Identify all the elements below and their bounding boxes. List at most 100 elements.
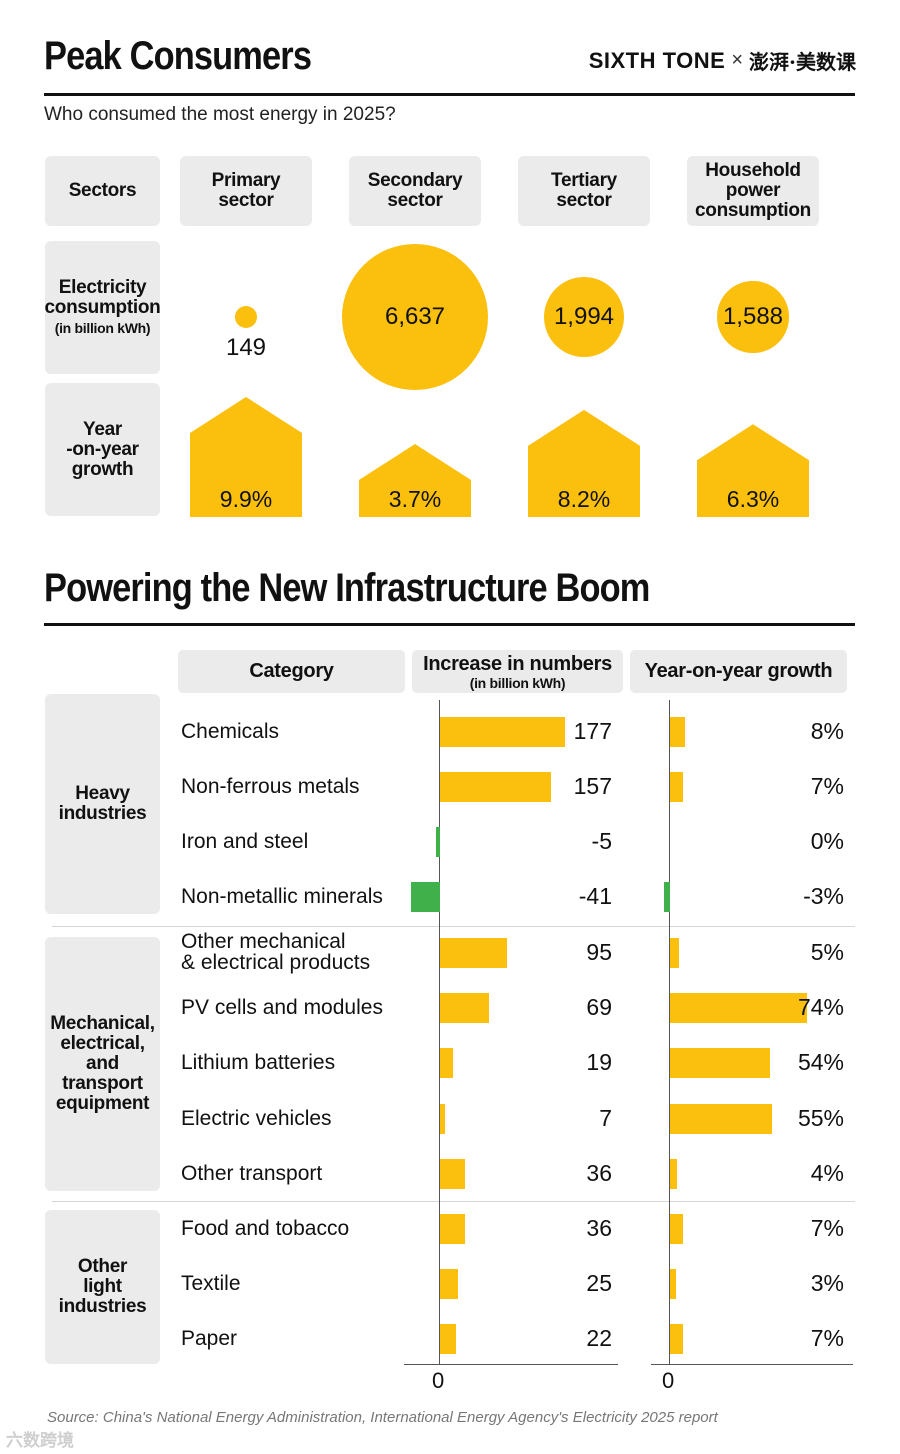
column-header-growth: Year-on-year growth xyxy=(630,650,847,693)
category-label-line: Iron and steel xyxy=(181,830,309,853)
sector-header: Primary sector xyxy=(180,156,312,226)
growth-value: 5% xyxy=(810,939,844,965)
consumption-label: 1,994 xyxy=(553,302,615,330)
increase-value: 19 xyxy=(586,1049,612,1075)
category-label: Non-metallic minerals xyxy=(181,886,383,907)
growth-house: 8.2% xyxy=(528,409,640,517)
increase-value: 36 xyxy=(586,1215,612,1241)
growth-house: 9.9% xyxy=(190,397,302,517)
increase-bar xyxy=(440,1324,456,1354)
subtitle: Who consumed the most energy in 2025? xyxy=(44,104,396,125)
column-header-increase: Increase in numbers (in billion kWh) xyxy=(412,650,623,693)
category-label: PV cells and modules xyxy=(181,997,383,1018)
increase-axis-zero-label: 0 xyxy=(432,1368,445,1393)
increase-value: 69 xyxy=(586,994,612,1020)
category-label: Lithium batteries xyxy=(181,1052,335,1073)
category-label: Food and tobacco xyxy=(181,1218,349,1239)
category-label: Iron and steel xyxy=(181,831,308,852)
sector-header-line: sector xyxy=(218,190,274,211)
brand-separator: × xyxy=(731,49,744,71)
sector-header-line: power xyxy=(725,180,781,201)
sector-header-line: sector xyxy=(387,190,443,211)
category-label: Electric vehicles xyxy=(181,1108,332,1129)
group-header-line: Other xyxy=(77,1256,128,1277)
source-note: Source: China's National Energy Administ… xyxy=(47,1409,718,1426)
increase-bar xyxy=(440,717,565,747)
increase-zero-axis xyxy=(439,700,440,1365)
increase-value: 157 xyxy=(573,773,612,799)
growth-value: 0% xyxy=(810,828,844,854)
increase-value: 22 xyxy=(586,1325,612,1351)
category-label-line: PV cells and modules xyxy=(181,996,383,1019)
category-label: Paper xyxy=(181,1328,237,1349)
increase-bar xyxy=(440,993,489,1023)
group-header-line: and xyxy=(86,1053,119,1074)
category-label-line: Chemicals xyxy=(181,720,280,743)
group-header-line: electrical, xyxy=(60,1033,145,1054)
growth-value: 7% xyxy=(810,1325,844,1351)
category-label: Other transport xyxy=(181,1163,322,1184)
sector-header-line: Household xyxy=(705,160,801,181)
section-title: Powering the New Infrastructure Boom xyxy=(44,566,650,610)
growth-bar xyxy=(670,1269,676,1299)
row-header-sectors: Sectors xyxy=(45,156,160,226)
consumption-bubble: 6,637 xyxy=(342,244,488,390)
category-label-line: Paper xyxy=(181,1327,238,1350)
increase-value: 25 xyxy=(586,1270,612,1296)
growth-bar xyxy=(670,1214,683,1244)
growth-value: 55% xyxy=(797,1105,844,1131)
growth-bar xyxy=(670,1159,678,1189)
growth-bar xyxy=(670,1048,770,1078)
row-header-growth-line: Year xyxy=(83,418,122,440)
group-header-line: industries xyxy=(58,803,147,824)
category-label-line: Lithium batteries xyxy=(181,1051,336,1074)
growth-value: 7% xyxy=(810,1215,844,1241)
increase-bar xyxy=(440,1214,466,1244)
growth-value: 54% xyxy=(797,1049,844,1075)
sector-header-line: consumption xyxy=(695,200,811,221)
row-header-electricity: Electricity consumption (in billion kWh) xyxy=(44,241,161,374)
row-header-electricity-unit: (in billion kWh) xyxy=(54,319,151,336)
group-header-line: light xyxy=(83,1276,122,1297)
category-label-line: Other transport xyxy=(181,1162,323,1185)
row-header-sectors-label: Sectors xyxy=(68,180,137,201)
row-header-electricity-line: consumption xyxy=(44,296,161,318)
category-label: Other mechanical & electrical products xyxy=(181,931,370,973)
group-header-light: Other light industries xyxy=(45,1210,160,1364)
growth-zero-axis xyxy=(669,700,670,1365)
growth-value: 74% xyxy=(797,994,844,1020)
sector-header: Household power consumption xyxy=(687,156,819,226)
column-header-category-label: Category xyxy=(249,660,334,682)
growth-axis-zero-label: 0 xyxy=(662,1368,675,1393)
increase-bar xyxy=(440,1048,454,1078)
brand-logo: SIXTH TONE × 澎湃·美数课 xyxy=(589,46,856,75)
growth-house: 6.3% xyxy=(697,424,809,517)
consumption-label: 6,637 xyxy=(384,303,446,330)
column-header-increase-unit: (in billion kWh) xyxy=(469,674,566,691)
sector-header-line: Primary xyxy=(211,170,281,191)
title-rule xyxy=(44,93,855,96)
brand-sixth-tone: SIXTH TONE xyxy=(588,47,726,73)
category-label-line: Other mechanical xyxy=(181,930,346,953)
increase-value: 7 xyxy=(599,1105,612,1131)
growth-label: 3.7% xyxy=(388,485,442,512)
increase-value: 95 xyxy=(586,939,612,965)
growth-label: 8.2% xyxy=(557,485,611,512)
column-header-category: Category xyxy=(178,650,405,693)
growth-bar xyxy=(670,717,685,747)
category-label: Textile xyxy=(181,1273,241,1294)
increase-bar xyxy=(440,938,508,968)
growth-value: 4% xyxy=(810,1160,844,1186)
group-header-line: Mechanical, xyxy=(50,1013,155,1034)
growth-baseline xyxy=(651,1364,853,1365)
group-separator xyxy=(52,926,855,927)
sector-header-line: Secondary xyxy=(367,170,463,191)
brand-the-paper: 澎湃·美数课 xyxy=(749,50,856,74)
increase-bar xyxy=(411,882,440,912)
sector-header-line: sector xyxy=(556,190,612,211)
row-header-electricity-line: Electricity xyxy=(58,276,147,298)
growth-bar xyxy=(670,993,807,1023)
increase-bar xyxy=(440,772,551,802)
row-header-growth: Year -on-year growth xyxy=(45,383,160,516)
growth-bar xyxy=(670,1324,683,1354)
